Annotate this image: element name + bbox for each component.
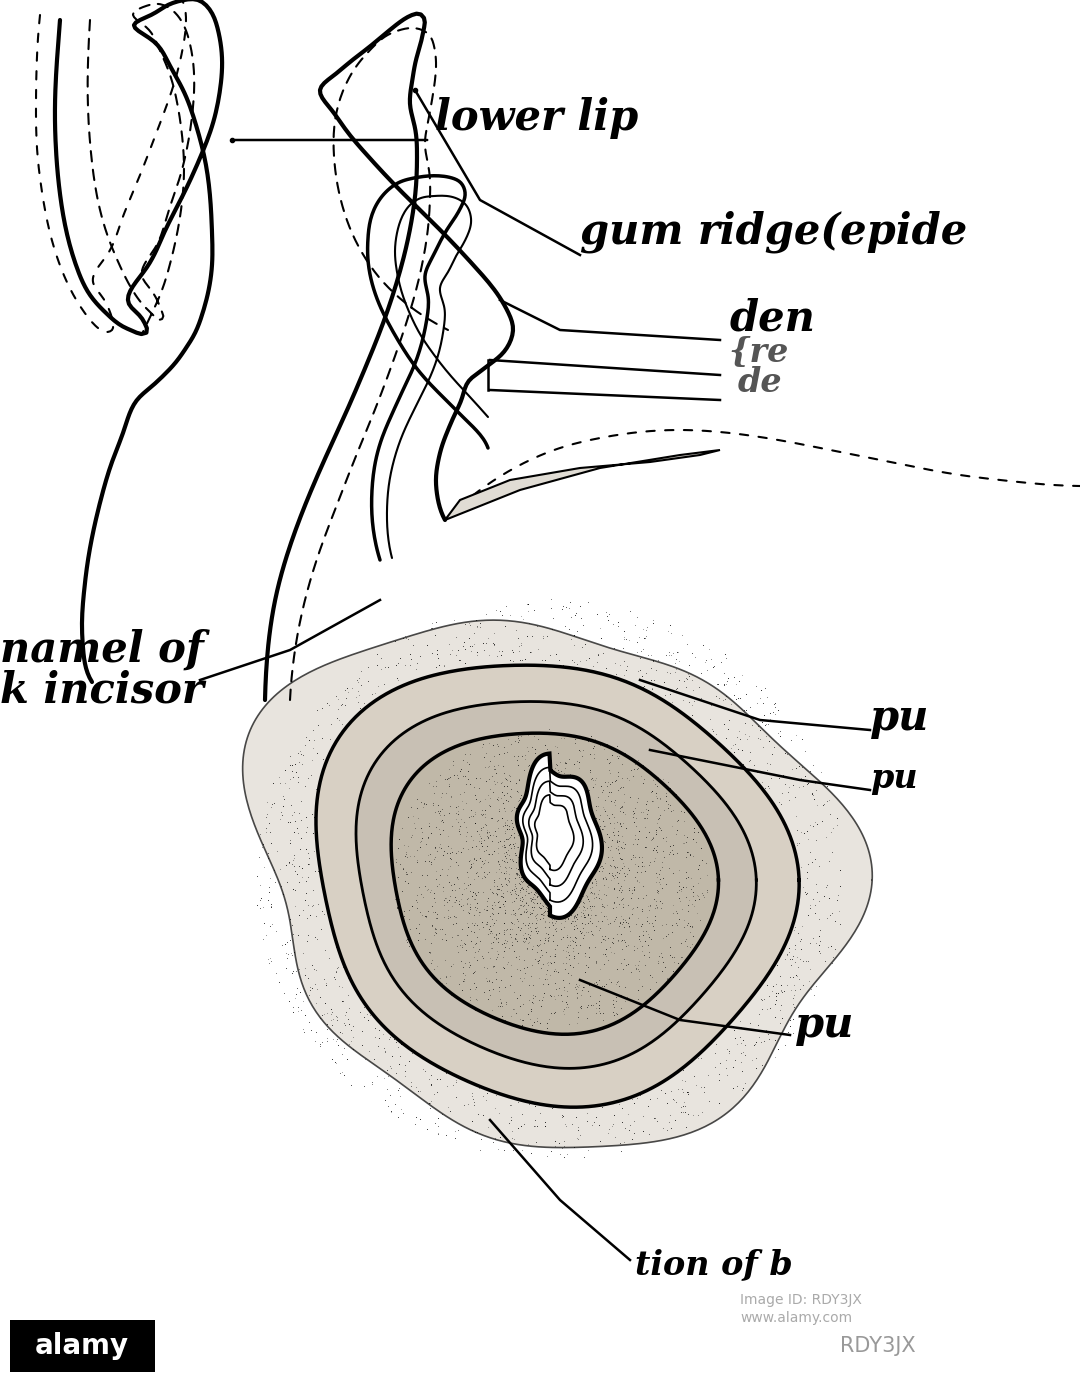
Text: tion of b: tion of b bbox=[635, 1248, 793, 1282]
Text: Image ID: RDY3JX: Image ID: RDY3JX bbox=[740, 1293, 862, 1307]
Text: lower lip: lower lip bbox=[435, 97, 638, 139]
Text: RDY3JX: RDY3JX bbox=[840, 1336, 916, 1357]
Polygon shape bbox=[356, 702, 756, 1069]
Text: alamy: alamy bbox=[35, 1332, 130, 1359]
Polygon shape bbox=[316, 666, 799, 1108]
Text: namel of: namel of bbox=[0, 630, 204, 671]
Polygon shape bbox=[517, 753, 602, 917]
Polygon shape bbox=[243, 620, 873, 1148]
Text: k incisor: k incisor bbox=[0, 669, 204, 712]
Text: pu: pu bbox=[795, 1004, 854, 1047]
Text: {re: {re bbox=[728, 335, 788, 368]
Text: de: de bbox=[738, 366, 783, 399]
Polygon shape bbox=[391, 733, 718, 1034]
Text: gum ridge(epide: gum ridge(epide bbox=[580, 211, 968, 253]
Polygon shape bbox=[445, 450, 720, 520]
Text: pu: pu bbox=[870, 762, 918, 795]
Text: www.alamy.com: www.alamy.com bbox=[740, 1311, 852, 1325]
Text: den: den bbox=[730, 297, 815, 339]
Text: pu: pu bbox=[870, 696, 930, 739]
FancyBboxPatch shape bbox=[10, 1320, 156, 1372]
